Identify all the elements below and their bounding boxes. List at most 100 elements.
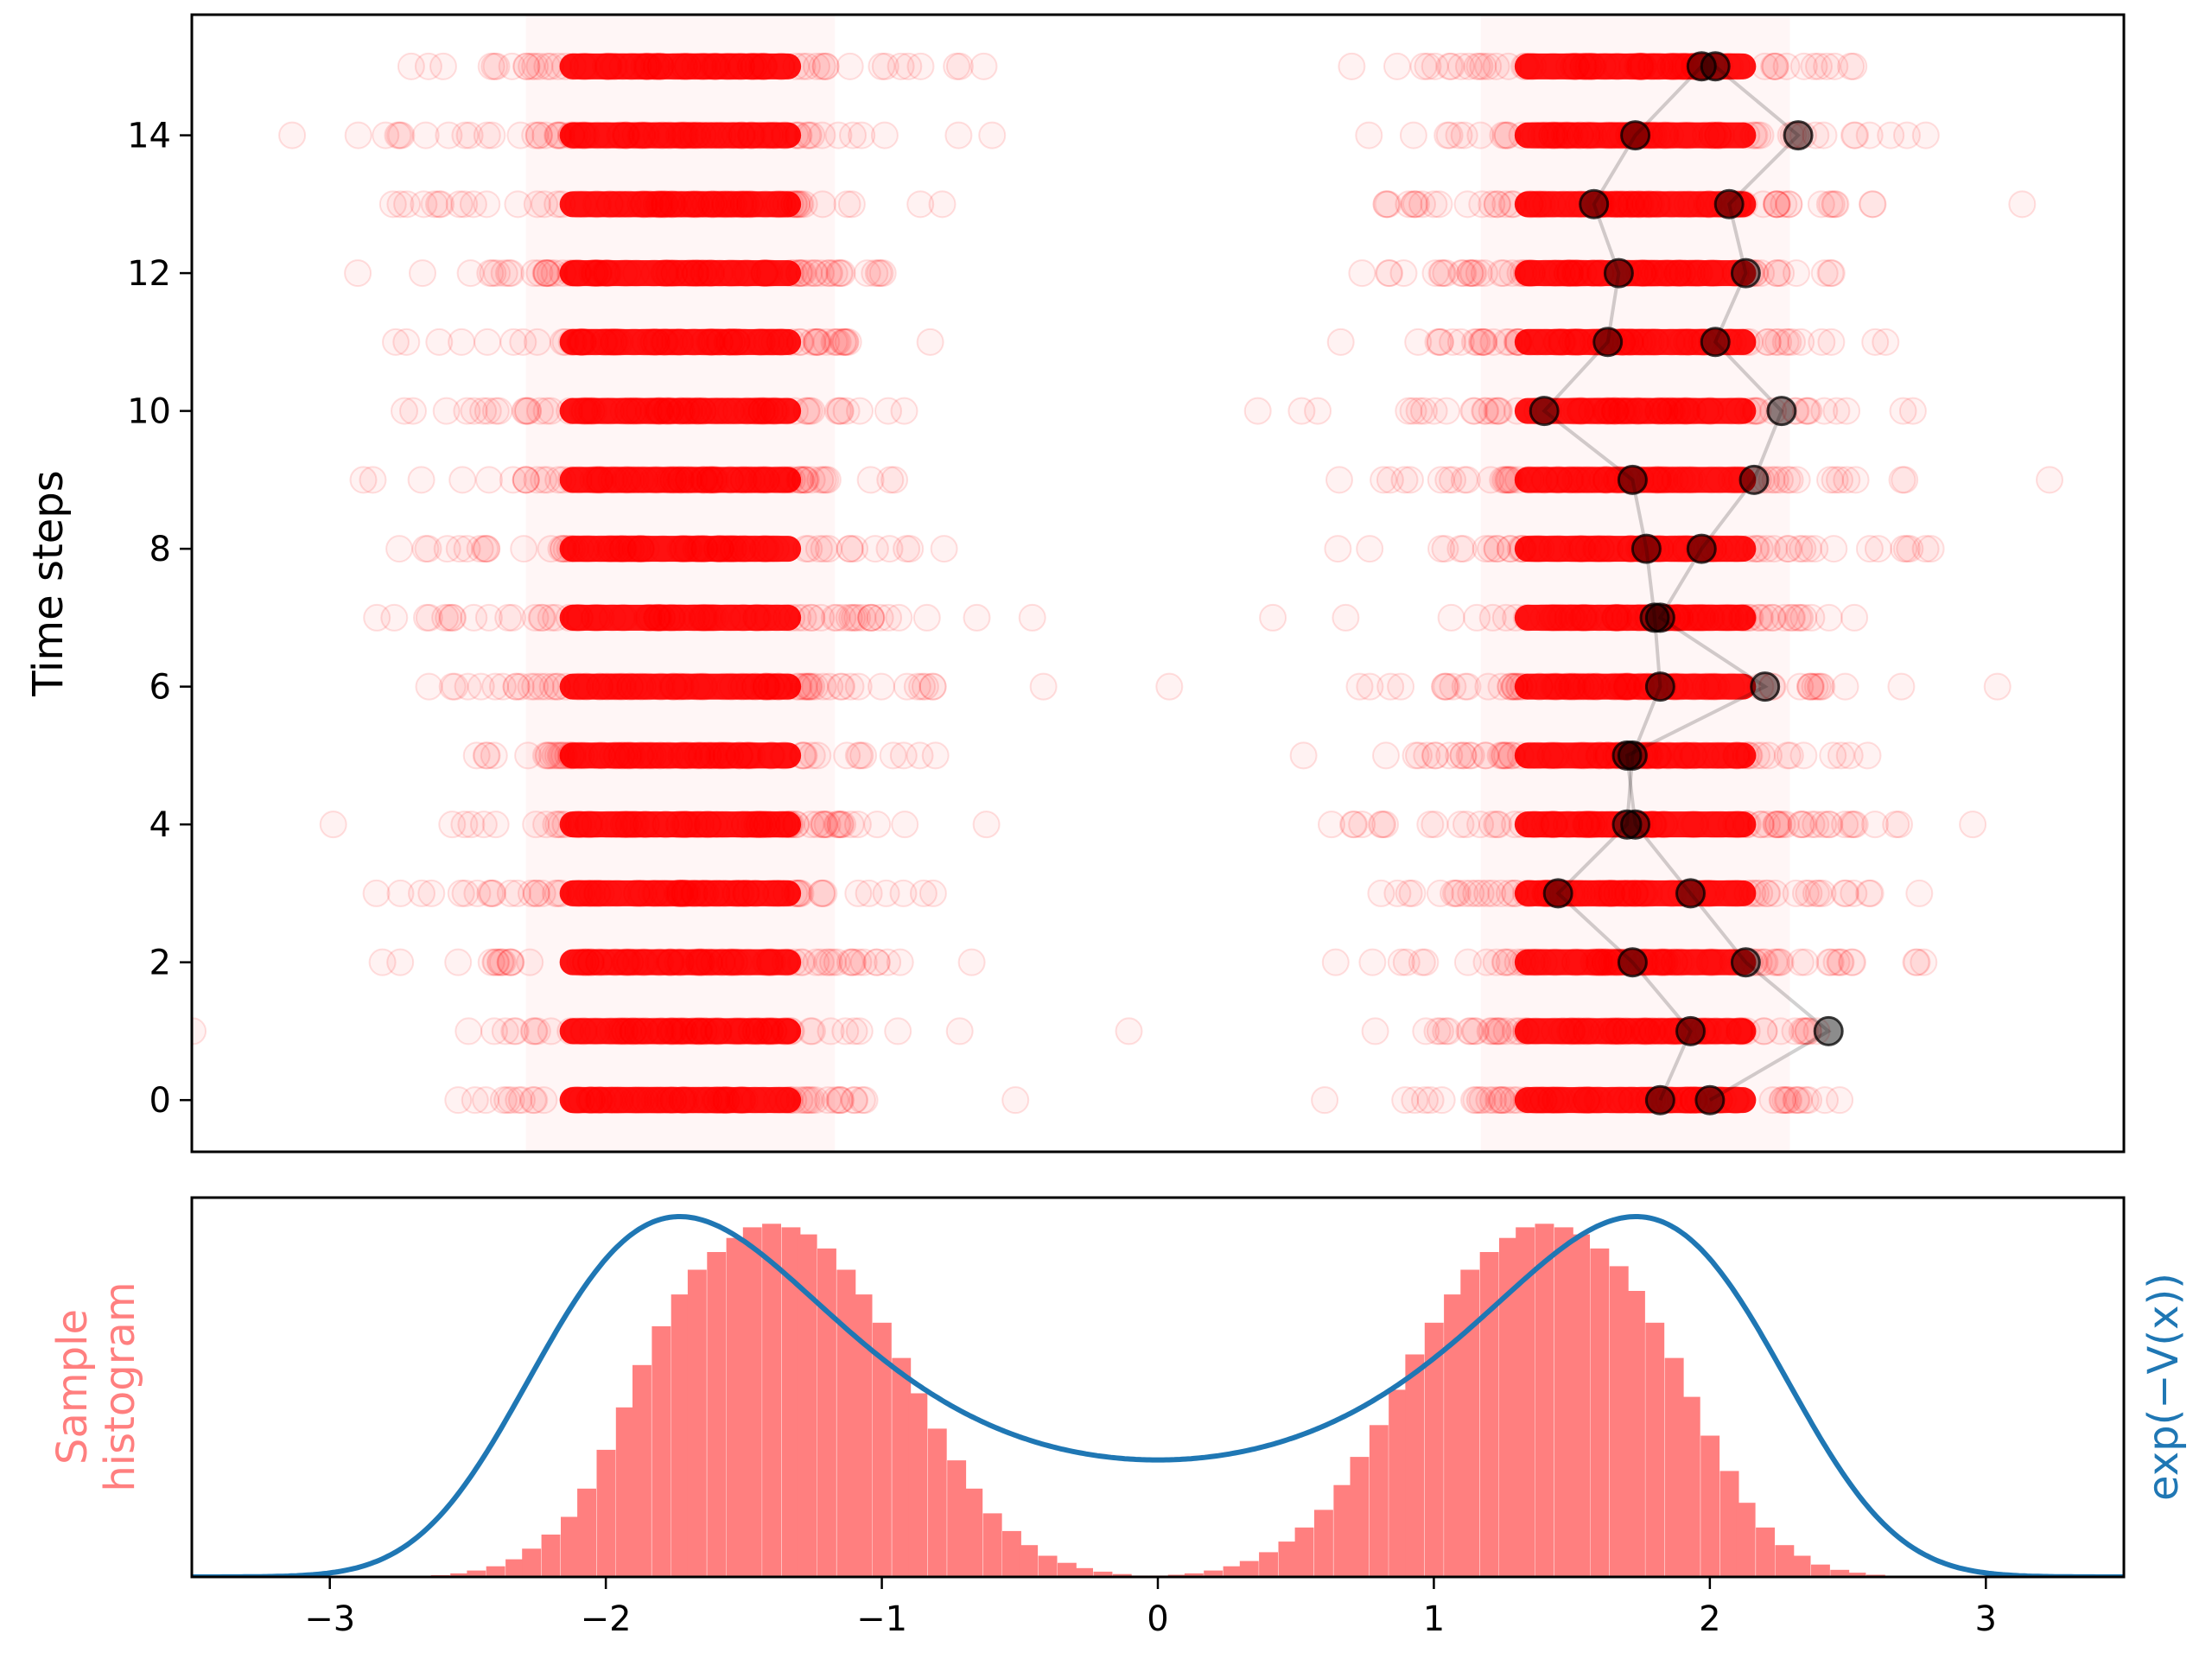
sample-point	[681, 879, 709, 907]
sample-point	[1496, 948, 1523, 976]
trajectory-point	[1630, 533, 1662, 564]
sample-point	[641, 879, 670, 907]
sample-point	[577, 948, 606, 976]
sample-point	[528, 879, 556, 907]
sample-point	[886, 948, 914, 976]
sample-point	[685, 1017, 713, 1046]
sample-point	[1491, 948, 1520, 976]
sample-point	[603, 879, 631, 907]
sample-point	[1441, 879, 1470, 907]
sample-point	[802, 948, 830, 976]
sample-point	[1029, 672, 1058, 701]
histogram-bar	[1736, 1503, 1756, 1577]
sample-point	[604, 1017, 632, 1046]
sample-point	[1588, 948, 1617, 976]
sample-point	[844, 948, 873, 976]
sample-point	[680, 1017, 709, 1046]
sample-point	[604, 1086, 632, 1115]
sample-point	[795, 1086, 823, 1115]
sample-point	[1338, 52, 1366, 80]
sample-point	[632, 810, 660, 839]
sample-point	[463, 879, 492, 907]
histogram-bar	[707, 1252, 727, 1577]
sample-point	[1572, 1086, 1600, 1115]
sample-point	[1611, 1017, 1640, 1046]
sample-point	[1855, 535, 1884, 563]
sample-point	[1348, 259, 1376, 288]
histogram-bar	[908, 1393, 928, 1577]
sample-point	[861, 535, 889, 563]
sample-point	[568, 879, 596, 907]
sample-point	[725, 879, 753, 907]
x-tick-label: −3	[304, 1599, 355, 1639]
sample-point	[1692, 1017, 1720, 1046]
sample-point	[1898, 397, 1927, 425]
sample-point	[681, 948, 709, 976]
sample-point	[1541, 1017, 1569, 1046]
sample-point	[1434, 1017, 1463, 1046]
sample-point	[522, 879, 550, 907]
sample-point	[1532, 879, 1560, 907]
sample-point	[563, 1086, 592, 1115]
sample-point	[862, 948, 891, 976]
trajectory-point	[1644, 671, 1675, 702]
sample-point	[659, 1086, 688, 1115]
sample-point	[664, 948, 692, 976]
histogram-bar	[1571, 1234, 1590, 1577]
sample-point	[1603, 879, 1631, 907]
sample-point	[583, 1017, 612, 1046]
sample-point	[616, 948, 645, 976]
sample-point	[957, 948, 986, 976]
sample-point	[479, 879, 507, 907]
sample-point	[1565, 879, 1593, 907]
sample-point	[581, 810, 609, 839]
sample-point	[1575, 1086, 1604, 1115]
sample-point	[678, 879, 707, 907]
trajectory-point	[1611, 740, 1643, 771]
sample-point	[641, 810, 670, 839]
sample-point	[702, 879, 731, 907]
sample-point	[671, 879, 699, 907]
sample-point	[1614, 879, 1643, 907]
sample-point	[1517, 948, 1546, 976]
sample-point	[731, 1086, 760, 1115]
sample-point	[1632, 1017, 1661, 1046]
sample-point	[1449, 259, 1478, 288]
trajectory-point	[1644, 602, 1675, 633]
sample-haze	[1481, 15, 1790, 1152]
histogram-bar	[817, 1248, 836, 1577]
sample-point	[408, 879, 435, 907]
sample-point	[930, 535, 958, 563]
sample-point	[614, 1017, 643, 1046]
sample-point	[745, 810, 773, 839]
sample-point	[523, 879, 550, 907]
trajectory-point	[1738, 464, 1770, 495]
sample-point	[777, 810, 805, 839]
trajectory-point	[1730, 257, 1761, 289]
sample-point	[666, 948, 695, 976]
sample-point	[840, 1086, 868, 1115]
sample-point	[670, 1017, 698, 1046]
histogram-bar	[596, 1449, 616, 1577]
sample-point	[1574, 879, 1603, 907]
histogram-bar	[561, 1516, 580, 1577]
sample-point	[1001, 1086, 1030, 1115]
sample-point	[472, 1086, 500, 1115]
sample-point	[782, 810, 810, 839]
sample-point	[702, 1086, 731, 1115]
histogram-bar	[927, 1428, 947, 1577]
sample-point	[606, 1017, 634, 1046]
sample-point	[1515, 879, 1543, 907]
sample-point	[621, 1086, 650, 1115]
sample-point	[1821, 466, 1849, 494]
sample-point	[2008, 190, 2037, 219]
sample-point	[1859, 190, 1887, 219]
sample-point	[666, 879, 695, 907]
sample-point	[823, 948, 851, 976]
sample-point	[906, 741, 934, 770]
sample-point	[668, 1086, 696, 1115]
sample-point	[1654, 948, 1682, 976]
sample-point	[738, 1017, 766, 1046]
sample-point	[576, 948, 605, 976]
sample-point	[806, 948, 835, 976]
